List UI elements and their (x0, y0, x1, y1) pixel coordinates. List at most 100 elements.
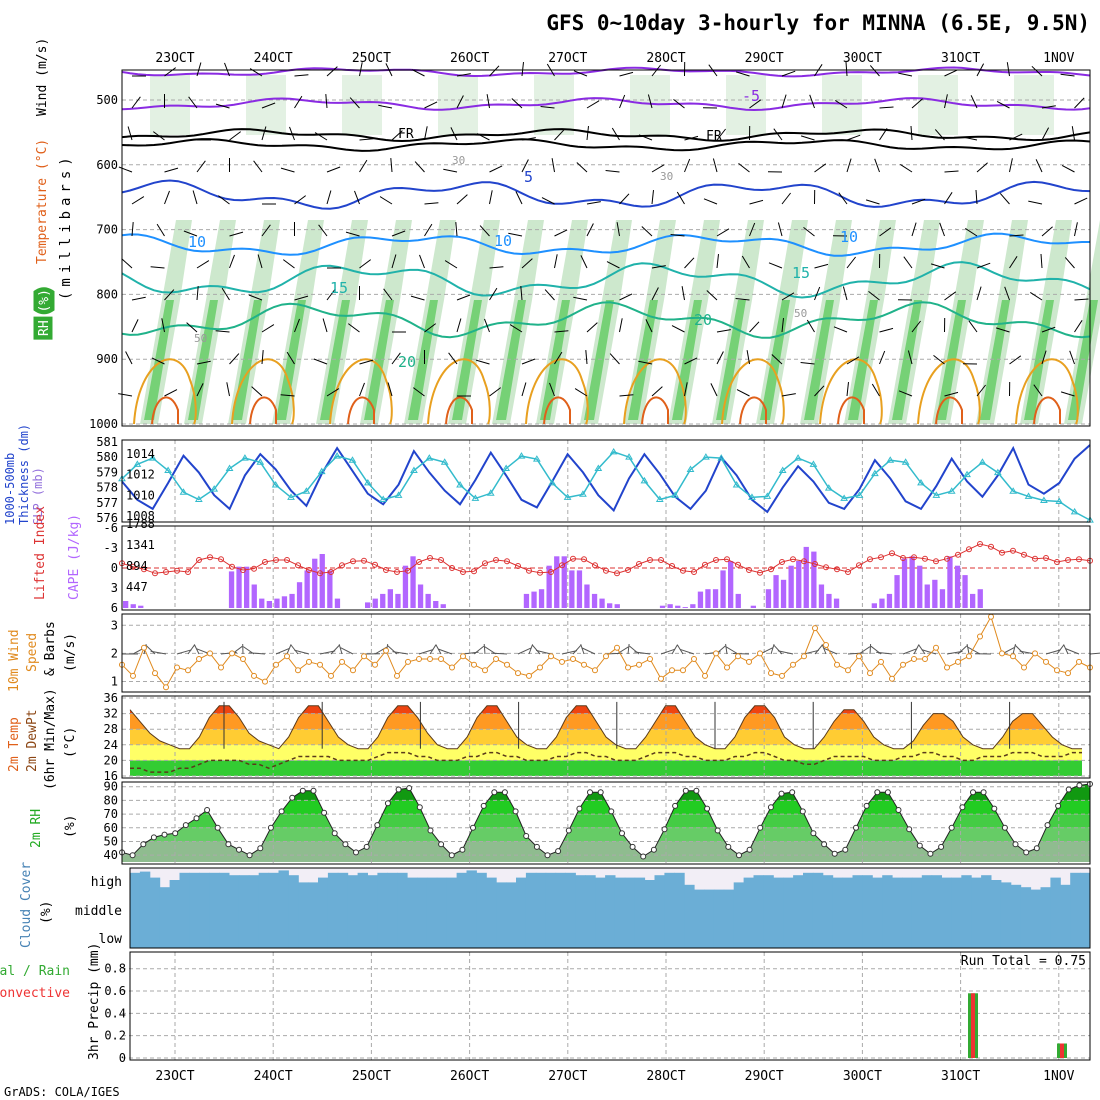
cloud-bar (535, 872, 547, 892)
wind-barb (814, 163, 827, 173)
cloud-bar (516, 892, 527, 920)
cloud-bar (258, 872, 270, 892)
wind-barb (976, 162, 988, 173)
pressure-tick: 600 (96, 158, 118, 172)
lifted-index-marker (130, 563, 136, 570)
cape-bar (281, 596, 288, 608)
warm-contour (329, 358, 393, 425)
lifted-index-marker (647, 557, 653, 563)
cloud-bar (229, 920, 240, 948)
warm-contour (231, 358, 295, 425)
wind-barb (318, 224, 328, 237)
wind-barb (898, 72, 913, 77)
cloud-bar (1060, 892, 1071, 920)
wind-speed-marker (229, 650, 235, 657)
wind-barb (645, 319, 653, 333)
wind-speed-marker (570, 656, 576, 662)
cape-bar (690, 604, 696, 608)
rh-marker (640, 853, 647, 860)
wind-barb (489, 190, 493, 205)
cloud-bar (486, 920, 497, 948)
lifted-index-line (121, 543, 1091, 574)
wind-barb (188, 96, 198, 109)
cape-bar (440, 604, 446, 608)
wind-barb (456, 73, 471, 77)
rh-marker (512, 808, 519, 815)
top-date-label: 1NOV (1043, 51, 1074, 66)
rh-marker (778, 790, 785, 797)
cloud-bar (1080, 872, 1091, 892)
slp-marker (410, 466, 418, 474)
cape-bar (554, 556, 560, 608)
surface-wind-barb (473, 645, 485, 655)
lifted-index-marker (405, 567, 411, 574)
cape-bar (705, 589, 711, 608)
wind-barb (221, 287, 230, 301)
cloud-bar (278, 920, 289, 948)
slp-marker (379, 495, 388, 502)
wind-speed-marker (207, 650, 213, 657)
wind-barb (616, 222, 620, 237)
contour-label-20b: 20 (398, 353, 416, 371)
surface-wind-barb (528, 644, 534, 655)
cloud-bar (1050, 920, 1061, 948)
cloud-bar (248, 875, 260, 892)
slp-marker (824, 484, 833, 491)
wind-speed-marker (647, 656, 653, 662)
cape-bar (803, 546, 809, 608)
wind10-label-2: Speed (25, 633, 40, 672)
wind-barb (183, 230, 198, 237)
cloud-bar (476, 872, 487, 892)
surface-wind-barb (561, 650, 578, 655)
wind-barb (1028, 200, 1043, 205)
wind-speed-marker (955, 658, 961, 665)
cloud-bar (506, 920, 517, 948)
slp-marker (1040, 496, 1048, 503)
surface-wind-barb (437, 648, 453, 655)
lifted-index-marker (823, 564, 829, 571)
wind-barb (898, 390, 913, 397)
cloud-bar (535, 920, 547, 948)
lifted-index-marker (724, 556, 730, 563)
rh-marker (416, 804, 423, 811)
surface-wind-barb (858, 646, 871, 655)
cloud-bar (159, 887, 171, 892)
cloud-bar (595, 920, 606, 948)
precip-tick: 0.2 (104, 1029, 126, 1043)
wind-barb (196, 160, 206, 173)
wind-speed-marker (724, 664, 730, 671)
wind-barb (1040, 253, 1043, 269)
wind-barb (1074, 320, 1083, 333)
wind-barb (781, 94, 787, 109)
cape-bar (728, 561, 734, 608)
cloud-bar (644, 880, 655, 892)
slp-marker (287, 493, 295, 500)
slp-marker (748, 493, 756, 500)
cloud-bar (684, 892, 695, 920)
cape-tick: 447 (126, 580, 148, 594)
cloud-bar (664, 920, 675, 948)
cloud-bar (159, 920, 171, 948)
surface-wind-barb (847, 652, 864, 655)
wind-speed-marker (856, 653, 862, 660)
slp-marker (732, 481, 741, 488)
surface-wind-barb (491, 652, 508, 655)
surface-wind-barb (770, 644, 775, 655)
wind-barb (586, 201, 601, 205)
cloud-bar (733, 892, 745, 920)
wind-barb (411, 69, 425, 77)
cloud-bar (1010, 892, 1022, 920)
temperature-contours (121, 66, 1091, 425)
cloud-bar (189, 872, 200, 892)
wind-barb (771, 354, 783, 365)
wind-barb (489, 65, 500, 77)
wind-barb (151, 357, 165, 365)
lifted-index-marker (548, 569, 554, 575)
wind-speed-marker (306, 658, 312, 665)
cloud-bar (694, 920, 705, 948)
cloud-bar (1060, 920, 1071, 948)
wind-barb (1041, 105, 1056, 109)
slp-marker (579, 490, 587, 497)
wind-speed-marker (317, 661, 323, 668)
surface-wind-barb (660, 648, 676, 655)
